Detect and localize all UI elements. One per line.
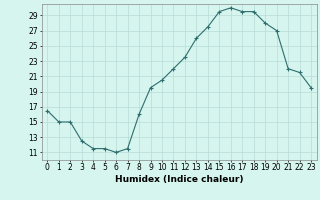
X-axis label: Humidex (Indice chaleur): Humidex (Indice chaleur): [115, 175, 244, 184]
